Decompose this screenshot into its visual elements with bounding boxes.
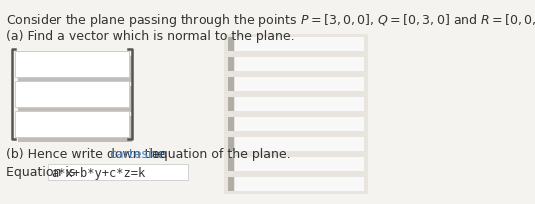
Text: cartesian: cartesian bbox=[109, 147, 167, 160]
Bar bbox=[235, 78, 364, 92]
Bar bbox=[18, 116, 133, 142]
Text: a*x+b*y+c*z=k: a*x+b*y+c*z=k bbox=[51, 166, 146, 179]
Bar bbox=[235, 137, 364, 151]
Bar bbox=[235, 157, 364, 171]
Bar bbox=[48, 164, 188, 180]
Bar bbox=[228, 118, 234, 131]
Text: Equation is: Equation is bbox=[6, 165, 79, 178]
Bar bbox=[18, 57, 133, 83]
Bar bbox=[235, 118, 364, 131]
Bar bbox=[228, 98, 234, 111]
Bar bbox=[235, 58, 364, 72]
Bar bbox=[228, 78, 234, 92]
Text: (b) Hence write down the: (b) Hence write down the bbox=[6, 147, 169, 160]
Bar bbox=[235, 177, 364, 191]
Bar bbox=[235, 98, 364, 111]
Text: equation of the plane.: equation of the plane. bbox=[148, 147, 291, 160]
Text: (a) Find a vector which is normal to the plane.: (a) Find a vector which is normal to the… bbox=[6, 30, 294, 43]
Bar bbox=[15, 52, 129, 78]
Bar bbox=[225, 35, 368, 194]
Bar bbox=[228, 58, 234, 72]
Bar bbox=[235, 38, 364, 52]
Text: Consider the plane passing through the points $P=[3,0,0]$, $Q=[0,3,0]$ and $R=[0: Consider the plane passing through the p… bbox=[6, 12, 535, 29]
Bar bbox=[15, 82, 129, 108]
Bar bbox=[228, 157, 234, 171]
Bar bbox=[228, 38, 234, 52]
Bar bbox=[18, 86, 133, 112]
Bar bbox=[15, 111, 129, 137]
Bar bbox=[228, 177, 234, 191]
Bar bbox=[228, 137, 234, 151]
